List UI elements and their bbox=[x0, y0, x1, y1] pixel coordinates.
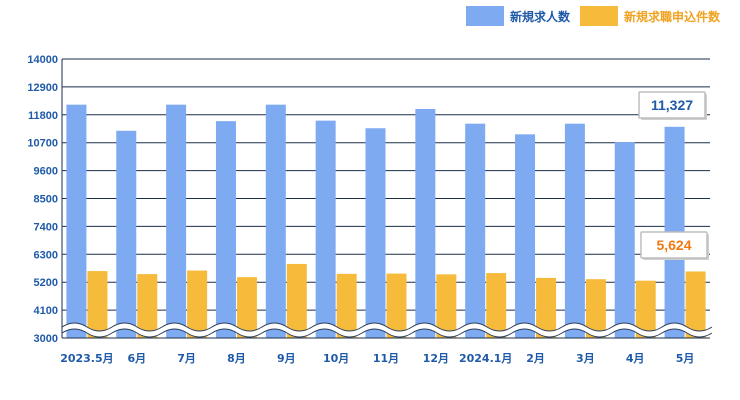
axis-break bbox=[60, 322, 714, 338]
x-tick-label: 2023.5月 bbox=[60, 352, 113, 365]
legend-swatch-series-a bbox=[465, 6, 504, 26]
bar-series-b bbox=[436, 274, 457, 338]
bar-series-a bbox=[564, 123, 585, 338]
bar-series-b bbox=[585, 279, 606, 338]
bar-series-a bbox=[215, 121, 236, 339]
callout-series-b-box bbox=[640, 231, 708, 259]
bar-series-a bbox=[166, 104, 187, 339]
bar-series-a bbox=[515, 134, 536, 338]
bar-series-a bbox=[315, 120, 336, 338]
bar-series-b bbox=[336, 273, 357, 338]
grid-lines bbox=[62, 58, 710, 311]
bar-series-a bbox=[116, 130, 137, 338]
bar-series-b bbox=[286, 263, 307, 338]
bar-series-b bbox=[635, 280, 656, 338]
callout-series-a: 11,327 bbox=[638, 91, 707, 120]
y-tick-label: 11800 bbox=[28, 110, 58, 122]
legend-item-series-b: 新規求職申込件数 bbox=[579, 6, 720, 26]
bar-series-b bbox=[137, 274, 158, 338]
x-tick-label: 8月 bbox=[227, 352, 246, 365]
x-tick-label: 11月 bbox=[373, 352, 399, 365]
legend: 新規求人数 新規求職申込件数 bbox=[465, 6, 720, 26]
bar-series-b bbox=[386, 273, 407, 338]
bar-series-b bbox=[486, 273, 507, 338]
bar-series-a bbox=[265, 104, 286, 339]
y-tick-label: 7400 bbox=[34, 221, 58, 233]
bar-series-b bbox=[236, 277, 257, 338]
y-tick-label: 6300 bbox=[34, 249, 58, 261]
axis-break-wave-fill bbox=[60, 323, 714, 337]
axes bbox=[61, 59, 710, 339]
bar-series-b bbox=[87, 271, 108, 338]
y-tick-label: 8500 bbox=[34, 194, 58, 206]
x-tick-label: 12月 bbox=[423, 352, 449, 365]
x-tick-label: 2024.1月 bbox=[459, 352, 512, 365]
x-tick-label: 4月 bbox=[626, 352, 645, 365]
callout-series-a-value: 11,327 bbox=[651, 97, 693, 113]
x-tick-label: 3月 bbox=[576, 352, 595, 365]
x-tick-label: 2月 bbox=[526, 352, 545, 365]
y-tick-label: 4100 bbox=[34, 305, 58, 317]
x-tick-label: 5月 bbox=[676, 352, 695, 365]
callout-series-b: 5,624 bbox=[640, 231, 709, 260]
x-tick-label: 6月 bbox=[127, 352, 146, 365]
bar-series-b bbox=[536, 277, 557, 338]
bar-series-a bbox=[465, 123, 486, 338]
x-tick-label: 7月 bbox=[177, 352, 196, 365]
axis-break-wave-upper bbox=[61, 322, 713, 332]
y-tick-label: 5200 bbox=[34, 277, 58, 289]
axis-break-wave-lower bbox=[61, 328, 713, 338]
x-tick-label: 9月 bbox=[277, 352, 296, 365]
y-tick-label: 3000 bbox=[34, 333, 58, 345]
legend-label-series-a: 新規求人数 bbox=[509, 9, 570, 24]
bar-series-b bbox=[685, 271, 706, 338]
y-tick-label: 10700 bbox=[27, 138, 58, 150]
x-tick-label: 10月 bbox=[323, 352, 349, 365]
y-tick-label: 14000 bbox=[27, 54, 58, 66]
bar-series-a bbox=[415, 108, 436, 338]
legend-swatch-series-b bbox=[579, 6, 618, 26]
legend-label-series-b: 新規求職申込件数 bbox=[623, 9, 720, 24]
y-tick-label: 12900 bbox=[27, 82, 58, 94]
legend-item-series-a: 新規求人数 bbox=[465, 6, 570, 26]
bars bbox=[66, 104, 706, 339]
tick-labels: 3000 4100 5200 6300 7400 8500 9600 10700 11800 12… bbox=[27, 54, 694, 365]
bar-series-a bbox=[614, 142, 635, 338]
bar-series-b bbox=[187, 270, 208, 338]
callout-series-b-value: 5,624 bbox=[656, 237, 691, 253]
callout-series-a-box bbox=[638, 91, 706, 119]
bar-series-a bbox=[365, 128, 386, 338]
y-tick-label: 9600 bbox=[34, 166, 58, 178]
bar-series-a bbox=[66, 104, 87, 339]
callouts: 11,327 5,624 bbox=[638, 91, 709, 260]
